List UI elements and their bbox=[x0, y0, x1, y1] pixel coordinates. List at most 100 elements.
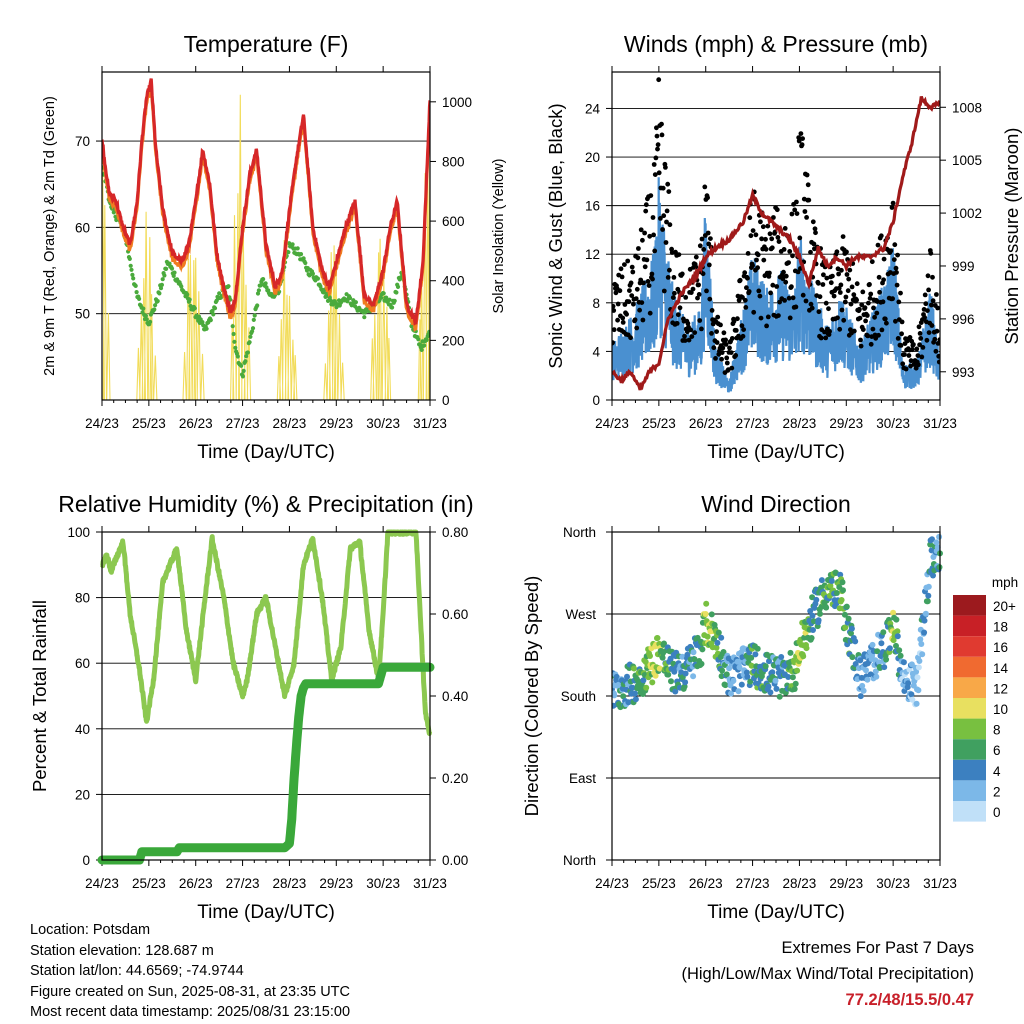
gust-point bbox=[718, 322, 723, 328]
direction-point bbox=[833, 590, 840, 596]
gust-point bbox=[775, 235, 781, 240]
gust-point bbox=[693, 254, 699, 260]
gust-point bbox=[881, 256, 887, 262]
colorbar-swatch bbox=[953, 780, 986, 801]
x-tick-label: 26/23 bbox=[689, 416, 723, 431]
gust-point bbox=[711, 345, 717, 351]
y-axis-label: 2m & 9m T (Red, Orange) & 2m Td (Green) bbox=[42, 96, 58, 376]
gust-point bbox=[844, 272, 850, 277]
gust-point bbox=[724, 355, 730, 361]
gust-point bbox=[612, 303, 616, 309]
dewpoint-point bbox=[171, 273, 176, 278]
y-right-tick-label: 1005 bbox=[952, 153, 982, 168]
gust-point bbox=[648, 193, 654, 199]
gust-point bbox=[736, 297, 742, 303]
colorbar-label: 6 bbox=[993, 743, 1001, 758]
dewpoint-point bbox=[250, 326, 256, 331]
gust-point bbox=[642, 264, 648, 270]
x-tick-label: 24/23 bbox=[85, 416, 119, 431]
gust-point bbox=[916, 324, 922, 330]
colorbar-swatch bbox=[953, 759, 986, 781]
gust-series bbox=[612, 77, 940, 375]
gust-point bbox=[689, 334, 695, 339]
dewpoint-point bbox=[427, 329, 430, 334]
gust-point bbox=[744, 285, 749, 291]
dewpoint-point bbox=[204, 326, 209, 331]
x-tick-label: 25/23 bbox=[642, 416, 676, 431]
direction-point bbox=[849, 654, 856, 661]
gust-point bbox=[836, 271, 841, 277]
colorbar-label: 8 bbox=[993, 723, 1001, 738]
gust-point bbox=[858, 343, 864, 349]
temperature-chart: Temperature (F) Time (Day/UTC) 24/23 25/23 2… bbox=[42, 31, 507, 463]
gust-point bbox=[854, 281, 860, 287]
gust-point bbox=[612, 327, 617, 333]
direction-point bbox=[752, 651, 759, 658]
direction-point bbox=[720, 649, 727, 655]
gust-point bbox=[663, 240, 669, 245]
colorbar-swatch bbox=[953, 595, 986, 616]
dewpoint-point bbox=[192, 306, 197, 311]
direction-point bbox=[787, 649, 794, 656]
temp-2m-series bbox=[102, 78, 430, 326]
dewpoint-point bbox=[144, 317, 149, 322]
gust-point bbox=[934, 328, 940, 334]
gust-point bbox=[705, 195, 710, 201]
direction-point bbox=[864, 676, 871, 683]
direction-point bbox=[859, 682, 866, 689]
direction-point bbox=[773, 685, 780, 692]
direction-point bbox=[929, 536, 935, 543]
gust-point bbox=[828, 280, 834, 286]
gust-point bbox=[820, 282, 826, 287]
gust-point bbox=[740, 333, 746, 339]
direction-point bbox=[794, 667, 801, 674]
gust-point bbox=[777, 299, 782, 305]
gust-point bbox=[924, 337, 930, 343]
y-tick-label: 16 bbox=[585, 199, 600, 214]
gust-point bbox=[620, 320, 626, 325]
y-tick-label: West bbox=[565, 607, 596, 622]
direction-point bbox=[934, 544, 941, 551]
gust-point bbox=[781, 247, 787, 252]
x-tick-label: 28/23 bbox=[783, 876, 817, 891]
gust-point bbox=[639, 300, 645, 305]
gust-point bbox=[682, 333, 687, 339]
y-right-tick-label: 996 bbox=[952, 312, 975, 327]
dewpoint-point bbox=[160, 277, 165, 282]
direction-point bbox=[620, 693, 627, 700]
y-right-tick-label: 0 bbox=[442, 393, 450, 408]
direction-point bbox=[754, 645, 761, 652]
direction-point bbox=[852, 638, 859, 645]
gust-point bbox=[719, 356, 724, 362]
gust-point bbox=[857, 306, 862, 312]
gust-point bbox=[770, 282, 776, 288]
direction-point bbox=[713, 644, 720, 651]
dewpoint-point bbox=[245, 350, 250, 355]
dewpoint-point bbox=[128, 263, 133, 268]
gust-point bbox=[660, 185, 666, 191]
colorbar-label: 4 bbox=[993, 764, 1001, 779]
gust-point bbox=[757, 293, 763, 299]
y-right-tick-label: 0.40 bbox=[442, 689, 468, 704]
y-right-tick-label: 999 bbox=[952, 259, 975, 274]
gust-point bbox=[875, 242, 881, 248]
direction-point bbox=[915, 664, 922, 671]
gust-point bbox=[644, 257, 650, 263]
gust-point bbox=[727, 345, 732, 351]
gust-point bbox=[867, 295, 873, 301]
gust-point bbox=[617, 288, 623, 294]
gust-point bbox=[851, 292, 857, 298]
gust-point bbox=[737, 277, 743, 283]
y-axis-label: Percent & Total Rainfall bbox=[29, 600, 50, 792]
dewpoint-point bbox=[256, 288, 261, 293]
gust-point bbox=[874, 310, 880, 316]
dewpoint-point bbox=[328, 298, 333, 303]
gust-point bbox=[776, 239, 782, 245]
gust-point bbox=[903, 366, 909, 372]
direction-point bbox=[792, 680, 799, 687]
gust-point bbox=[809, 305, 815, 311]
y-right-tick-label: 800 bbox=[442, 154, 465, 169]
winds-plot-area bbox=[612, 77, 940, 393]
colorbar-label: 18 bbox=[993, 620, 1008, 635]
gust-point bbox=[870, 326, 876, 332]
